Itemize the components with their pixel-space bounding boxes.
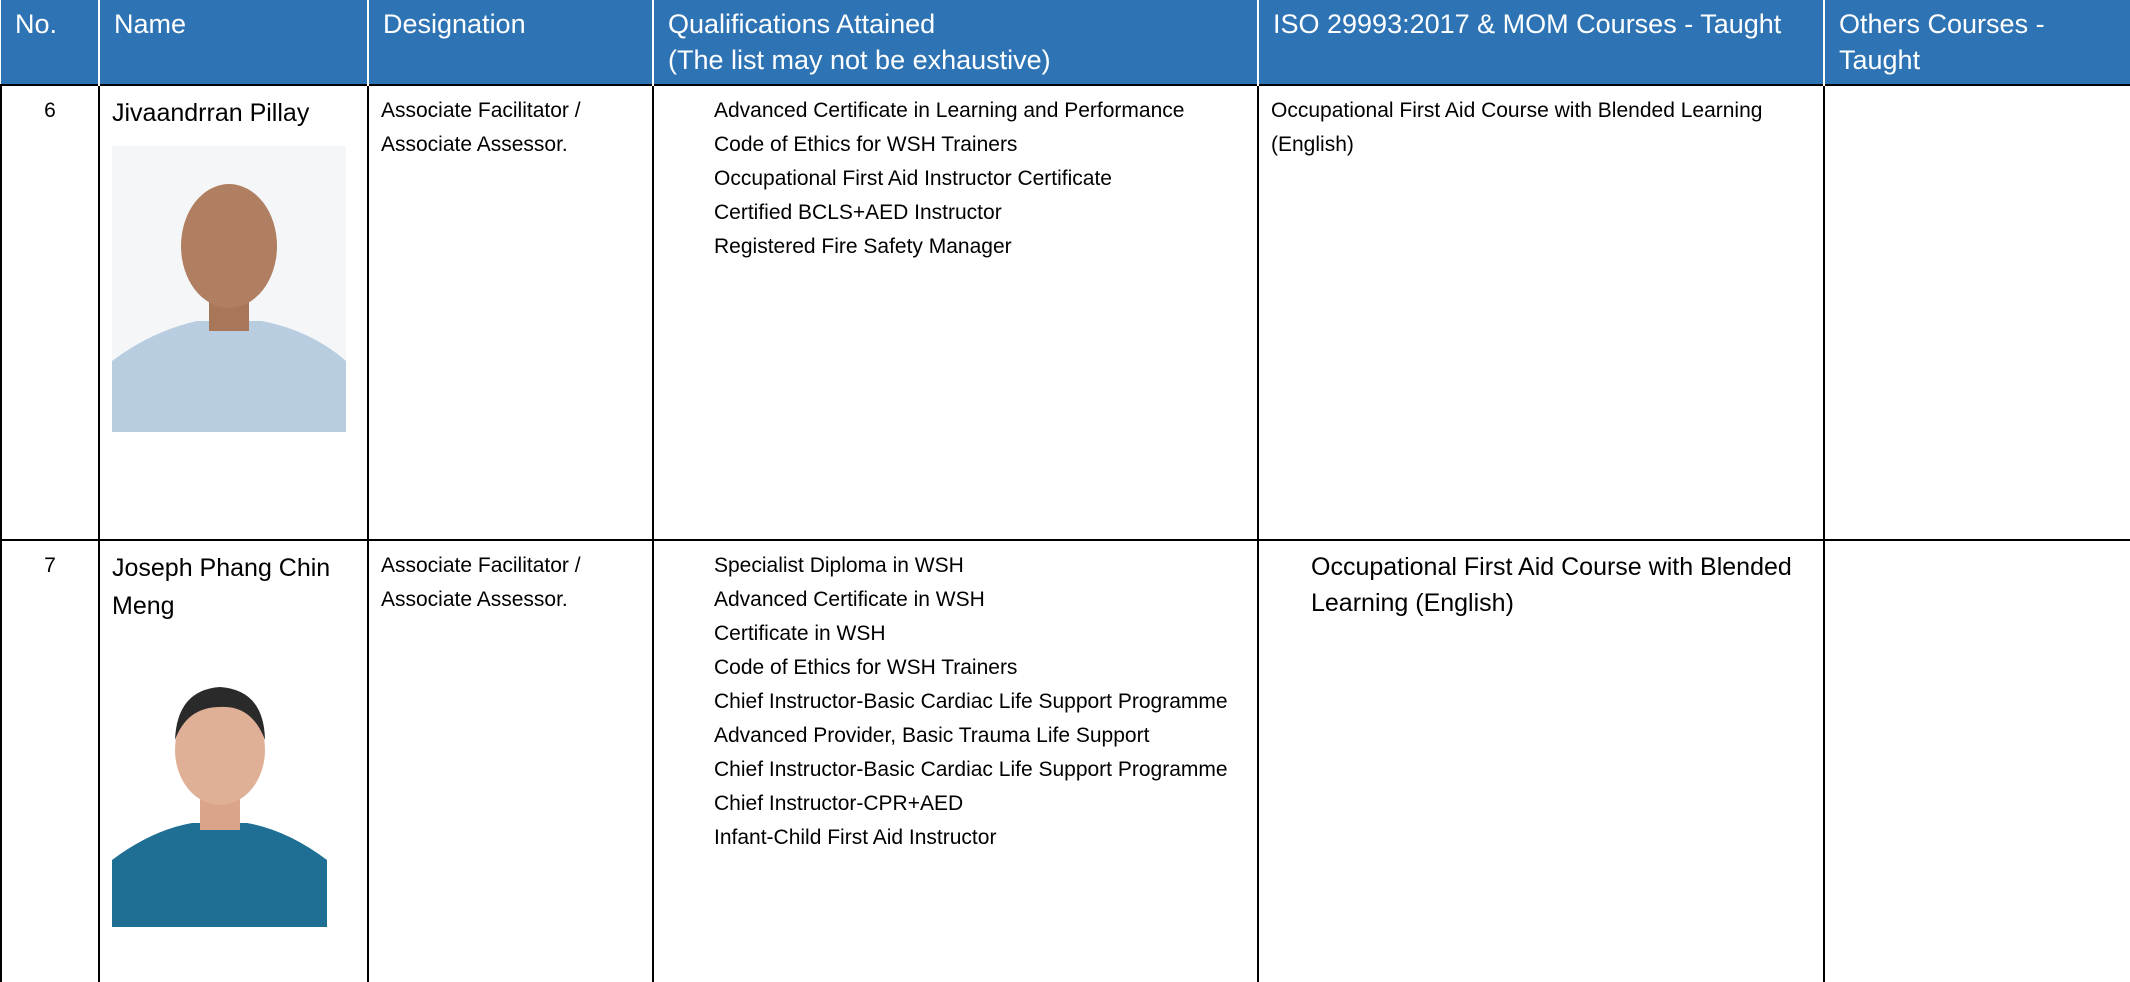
item-text: Advanced Certificate in Learning and Per…: [714, 99, 1185, 122]
photo: [112, 146, 346, 432]
others-cell: [1823, 84, 2130, 541]
list-item: Advanced Certificate in Learning and Per…: [666, 94, 1245, 128]
item-text: Chief Instructor-Basic Cardiac Life Supp…: [714, 758, 1228, 781]
item-text: Code of Ethics for WSH Trainers: [714, 656, 1018, 679]
designation-cell: Associate Facilitator / Associate Assess…: [367, 539, 654, 982]
header-cell: Designation: [368, 0, 654, 85]
item-text: Occupational First Aid Instructor Certif…: [714, 167, 1112, 190]
item-text: Certified BCLS+AED Instructor: [714, 201, 1002, 224]
iso-text: Occupational First Aid Course with Blend…: [1271, 99, 1763, 156]
name-cell: Jivaandrran Pillay: [98, 84, 369, 541]
table-row: 7 Joseph Phang Chin Meng Associate Facilit…: [0, 539, 2130, 982]
bullet-list: [1837, 94, 2118, 128]
item-text: Chief Instructor-Basic Cardiac Life Supp…: [714, 690, 1228, 713]
list-item: Advanced Provider, Basic Trauma Life Sup…: [666, 719, 1245, 753]
bullet-list: Advanced Certificate in Learning and Per…: [666, 94, 1245, 264]
no-cell: 6: [0, 84, 100, 541]
item-text: Advanced Certificate in WSH: [714, 588, 985, 611]
table-body: 6 Jivaandrran Pillay Associate Facilitator…: [0, 84, 2130, 982]
list-item: Code of Ethics for WSH Trainers: [666, 128, 1245, 162]
item-text: Advanced Provider, Basic Trauma Life Sup…: [714, 724, 1150, 747]
name-text: Joseph Phang Chin Meng: [112, 554, 331, 620]
iso-cell: Occupational First Aid Course with Blend…: [1257, 539, 1825, 982]
header-cell: Others Courses - Taught: [1824, 0, 2130, 85]
list-item: Occupational First Aid Course with Blend…: [1271, 549, 1811, 621]
list-item: Certificate in WSH: [666, 617, 1245, 651]
others-cell: [1823, 539, 2130, 982]
list-item: Chief Instructor-CPR+AED: [666, 787, 1245, 821]
name-cell: Joseph Phang Chin Meng: [98, 539, 369, 982]
bullet-list: Specialist Diploma in WSH Advanced Certif…: [666, 549, 1245, 855]
list-item: [1837, 94, 2118, 128]
item-text: Chief Instructor-CPR+AED: [714, 792, 964, 815]
header-cell: No.: [1, 0, 100, 85]
header-cell: ISO 29993:2017 & MOM Courses - Taught: [1258, 0, 1825, 85]
item-text: Infant-Child First Aid Instructor: [714, 826, 997, 849]
list-item: Specialist Diploma in WSH: [666, 549, 1245, 583]
item-text: Code of Ethics for WSH Trainers: [714, 133, 1018, 156]
qualifications-cell: Specialist Diploma in WSH Advanced Certif…: [652, 539, 1259, 982]
list-item: Certified BCLS+AED Instructor: [666, 196, 1245, 230]
list-item: Code of Ethics for WSH Trainers: [666, 651, 1245, 685]
iso-cell: Occupational First Aid Course with Blend…: [1257, 84, 1825, 541]
list-item: Occupational First Aid Instructor Certif…: [666, 162, 1245, 196]
list-item: Chief Instructor-Basic Cardiac Life Supp…: [666, 753, 1245, 787]
designation-cell: Associate Facilitator / Associate Assess…: [367, 84, 654, 541]
item-text: Registered Fire Safety Manager: [714, 235, 1012, 258]
bullet-list: [1837, 549, 2118, 583]
qualifications-cell: Advanced Certificate in Learning and Per…: [652, 84, 1259, 541]
name-text: Jivaandrran Pillay: [112, 99, 310, 127]
header-cell: Name: [99, 0, 369, 85]
no-cell: 7: [0, 539, 100, 982]
header-cell: Qualifications Attained (The list may no…: [653, 0, 1259, 85]
item-text: Certificate in WSH: [714, 622, 886, 645]
list-item: Registered Fire Safety Manager: [666, 230, 1245, 264]
item-text: Occupational First Aid Course with Blend…: [1311, 553, 1792, 617]
list-item: Advanced Certificate in WSH: [666, 583, 1245, 617]
photo: [112, 665, 327, 927]
list-item: Chief Instructor-Basic Cardiac Life Supp…: [666, 685, 1245, 719]
list-item: [1837, 549, 2118, 583]
bullet-list: Occupational First Aid Course with Blend…: [1271, 549, 1811, 621]
item-text: Specialist Diploma in WSH: [714, 554, 964, 577]
header-row: No. Name Designation Qualifications Attaine…: [1, 0, 2130, 85]
table-row: 6 Jivaandrran Pillay Associate Facilitator…: [0, 84, 2130, 541]
list-item: Infant-Child First Aid Instructor: [666, 821, 1245, 855]
